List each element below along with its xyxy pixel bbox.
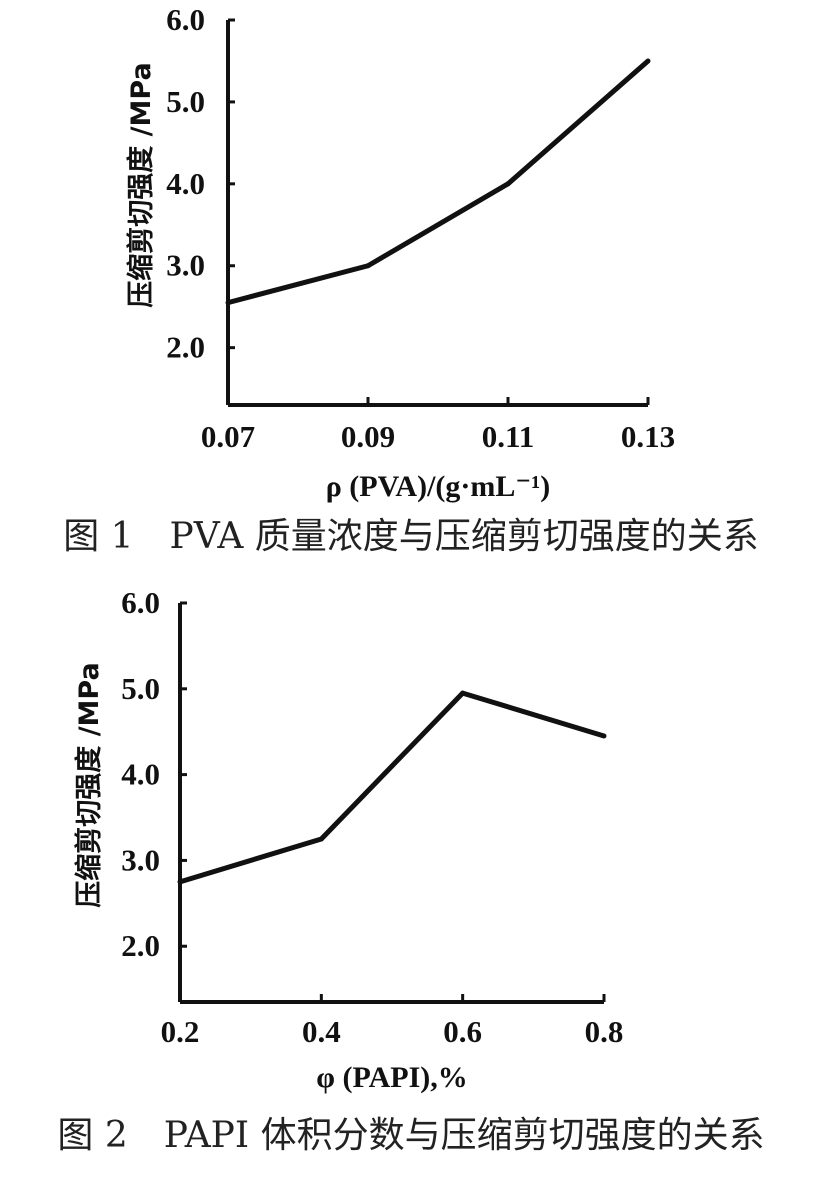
x-tick-label: 0.8 <box>585 1014 624 1049</box>
x-tick-label: 0.09 <box>341 419 395 454</box>
y-tick-label: 2.0 <box>166 330 205 365</box>
y-tick-label: 4.0 <box>166 166 205 201</box>
data-point <box>318 836 324 842</box>
figure-caption: 图 2 PAPI 体积分数与压缩剪切强度的关系 <box>57 1115 764 1156</box>
chart-2-svg: 2.0 3.0 4.0 5.0 6.0 0.2 0.4 0.6 0.8 φ (PAPI),% 压缩剪… <box>57 585 764 1156</box>
figure-2: 2.0 3.0 4.0 5.0 6.0 0.2 0.4 0.6 0.8 φ (PAPI),% 压缩剪… <box>0 580 822 1180</box>
y-tick-label: 3.0 <box>121 842 160 877</box>
x-tick-label: 0.4 <box>302 1014 341 1049</box>
y-tick-label: 2.0 <box>121 928 160 963</box>
y-axis-label: 压缩剪切强度 /MPa <box>125 62 157 307</box>
y-tick-label: 6.0 <box>121 585 160 620</box>
x-tick-label: 0.11 <box>482 419 535 454</box>
x-tick-label: 0.6 <box>443 1014 482 1049</box>
x-tick-label: 0.2 <box>161 1014 200 1049</box>
y-tick-label: 4.0 <box>121 757 160 792</box>
y-axis-label: 压缩剪切强度 /MPa <box>73 662 105 907</box>
data-point <box>601 733 607 739</box>
x-tick-label: 0.07 <box>201 419 255 454</box>
data-point <box>225 300 231 306</box>
data-point <box>177 879 183 885</box>
series-line <box>179 690 605 885</box>
data-point <box>460 690 466 696</box>
x-axis-label: φ (PAPI),% <box>316 1061 467 1094</box>
y-tick-label: 5.0 <box>121 671 160 706</box>
data-point <box>505 181 511 187</box>
y-tick-label: 5.0 <box>166 84 205 119</box>
figure-1: 2.0 3.0 4.0 5.0 6.0 0.07 0.09 0.11 0.13 ρ (PVA)/(… <box>0 0 822 566</box>
data-point <box>365 263 371 269</box>
y-tick-label: 3.0 <box>166 248 205 283</box>
y-tick-label: 6.0 <box>166 2 205 37</box>
x-tick-label: 0.13 <box>621 419 675 454</box>
chart-1-svg: 2.0 3.0 4.0 5.0 6.0 0.07 0.09 0.11 0.13 ρ (PVA)/(… <box>63 2 759 557</box>
x-axis-label: ρ (PVA)/(g·mL⁻¹) <box>326 470 550 503</box>
figure-caption: 图 1 PVA 质量浓度与压缩剪切强度的关系 <box>63 516 759 557</box>
series-line <box>227 59 650 306</box>
data-point <box>645 58 651 64</box>
